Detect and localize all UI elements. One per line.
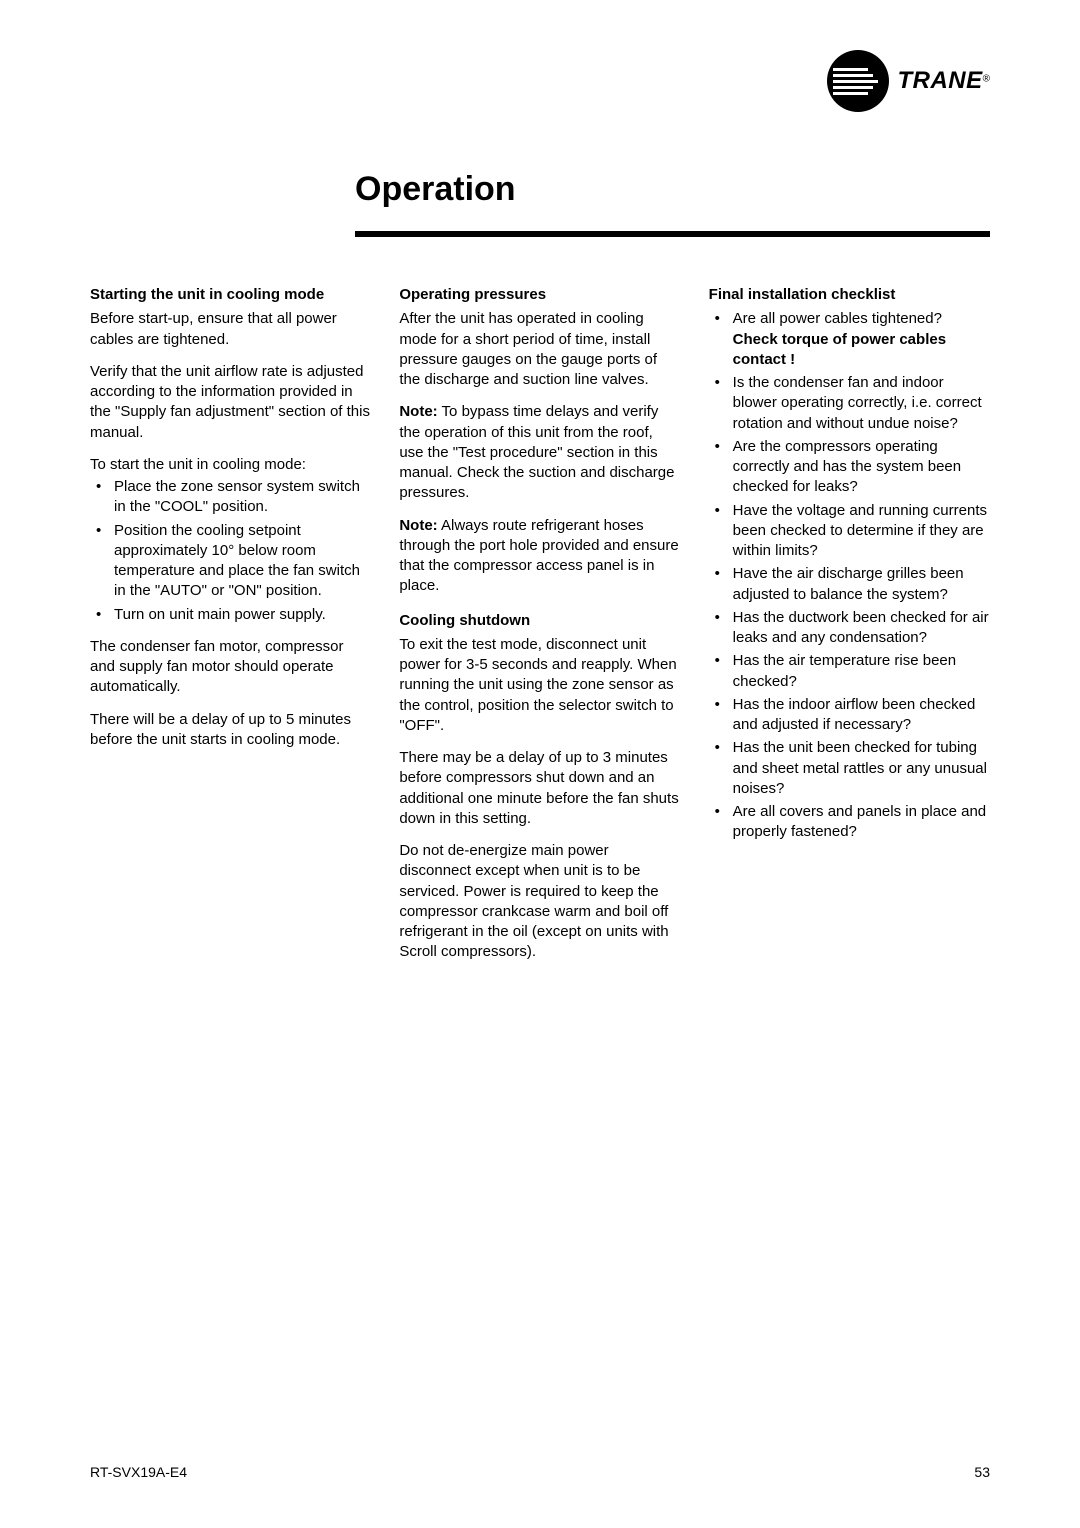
note-text: To bypass time delays and verify the ope… xyxy=(399,403,674,501)
col2-p3: There may be a delay of up to 3 minutes … xyxy=(399,748,680,829)
page: TRANE® Operation Starting the unit in co… xyxy=(0,0,1080,1528)
note-label: Note: xyxy=(399,403,437,420)
list-item: Has the indoor airflow been checked and … xyxy=(709,695,990,736)
list-item: Are all covers and panels in place and p… xyxy=(709,802,990,843)
col2-heading-1: Operating pressures xyxy=(399,285,680,305)
footer-doc-id: RT-SVX19A-E4 xyxy=(90,1464,187,1480)
col1-heading-1: Starting the unit in cooling mode xyxy=(90,285,371,305)
brand-logo-icon xyxy=(827,50,889,112)
page-footer: RT-SVX19A-E4 53 xyxy=(90,1464,990,1480)
col1-p1: Before start-up, ensure that all power c… xyxy=(90,309,371,350)
column-1: Starting the unit in cooling mode Before… xyxy=(90,285,371,975)
page-title: Operation xyxy=(355,170,990,209)
list-item: Have the voltage and running currents be… xyxy=(709,501,990,562)
col3-checklist: Are all power cables tightened? Check to… xyxy=(709,309,990,842)
list-item: Has the ductwork been checked for air le… xyxy=(709,608,990,649)
col3-heading-1: Final installation checklist xyxy=(709,285,990,305)
brand-reg: ® xyxy=(983,74,990,85)
list-item: Turn on unit main power supply. xyxy=(90,605,371,625)
col2-p4: Do not de-energize main power disconnect… xyxy=(399,841,680,963)
brand-name: TRANE xyxy=(897,67,982,94)
list-item: Is the condenser fan and indoor blower o… xyxy=(709,373,990,434)
col1-p5: There will be a delay of up to 5 minutes… xyxy=(90,710,371,751)
col2-note1: Note: To bypass time delays and verify t… xyxy=(399,402,680,503)
note-text: Always route refrigerant hoses through t… xyxy=(399,517,678,595)
list-item: Have the air discharge grilles been adju… xyxy=(709,564,990,605)
col1-p4: The condenser fan motor, compressor and … xyxy=(90,637,371,698)
col1-p2: Verify that the unit airflow rate is adj… xyxy=(90,362,371,443)
col2-heading-2: Cooling shutdown xyxy=(399,611,680,631)
checklist-emphasis: Check torque of power cables contact ! xyxy=(733,331,946,368)
col2-p1: After the unit has operated in cooling m… xyxy=(399,309,680,390)
list-item: Position the cooling setpoint approximat… xyxy=(90,521,371,602)
content-columns: Starting the unit in cooling mode Before… xyxy=(90,285,990,975)
footer-page-number: 53 xyxy=(974,1464,990,1480)
title-rule xyxy=(355,231,990,237)
col1-p3: To start the unit in cooling mode: xyxy=(90,455,371,475)
checklist-text: Are all power cables tightened? xyxy=(733,310,942,327)
list-item: Are all power cables tightened? Check to… xyxy=(709,309,990,370)
col1-list: Place the zone sensor system switch in t… xyxy=(90,477,371,625)
list-item: Place the zone sensor system switch in t… xyxy=(90,477,371,518)
column-2: Operating pressures After the unit has o… xyxy=(399,285,680,975)
list-item: Has the unit been checked for tubing and… xyxy=(709,738,990,799)
col2-note2: Note: Always route refrigerant hoses thr… xyxy=(399,516,680,597)
column-3: Final installation checklist Are all pow… xyxy=(709,285,990,975)
brand-logo: TRANE® xyxy=(827,50,990,112)
list-item: Has the air temperature rise been checke… xyxy=(709,651,990,692)
col2-p2: To exit the test mode, disconnect unit p… xyxy=(399,635,680,736)
list-item: Are the compressors operating correctly … xyxy=(709,437,990,498)
brand-logo-text: TRANE® xyxy=(897,67,990,95)
note-label: Note: xyxy=(399,517,437,534)
